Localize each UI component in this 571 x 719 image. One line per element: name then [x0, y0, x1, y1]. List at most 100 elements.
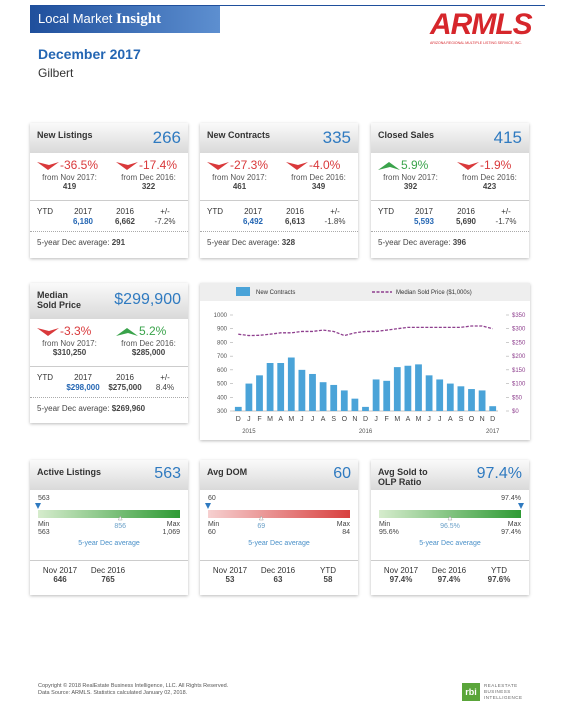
change-arrow — [457, 162, 479, 170]
x-tick-label: M — [288, 416, 294, 423]
bar — [277, 363, 285, 411]
bar — [298, 369, 306, 411]
card-value: 266 — [152, 127, 181, 147]
avg-label: 5-year Dec average: — [37, 238, 110, 247]
card-header: Closed Sales 415 — [371, 123, 529, 153]
change-pct: -1.9% — [480, 158, 512, 172]
year-label: 2017 — [486, 429, 500, 435]
x-tick-label: N — [480, 416, 485, 423]
history-value: 765 — [101, 575, 115, 584]
change-pct: -36.5% — [60, 158, 99, 172]
y-tick-label: 900 — [217, 327, 228, 333]
x-tick-label: A — [406, 416, 411, 423]
change-base: 461 — [232, 182, 247, 191]
gauge-bar — [208, 510, 350, 518]
dotted-rule — [30, 397, 188, 398]
card-header: Active Listings 563 — [30, 460, 188, 490]
period: December 2017 — [38, 46, 141, 62]
chart: 300 400 500 600 700 800 900 1000 $0 $50 $100 $150 $2… — [200, 283, 530, 435]
x-tick-label: M — [394, 416, 400, 423]
x-tick-label: D — [236, 416, 241, 423]
ytd-col: 2016 — [457, 207, 475, 216]
dotted-rule — [371, 231, 529, 232]
bar — [287, 357, 295, 411]
max-label: Max — [508, 521, 522, 528]
bar — [436, 379, 444, 411]
header-band — [30, 5, 220, 33]
avg-label: 96.5% — [440, 523, 460, 530]
dotted-rule — [200, 231, 358, 232]
gauge-marker — [35, 503, 41, 509]
ytd-label: YTD — [37, 373, 53, 382]
card-value: $299,900 — [114, 291, 181, 309]
change-base: $310,250 — [52, 348, 87, 357]
change-label: from Dec 2016: — [121, 339, 176, 348]
history-value: 97.4% — [437, 575, 461, 584]
change-arrow — [378, 162, 400, 170]
y2-tick-label: $300 — [512, 327, 526, 333]
x-tick-label: M — [267, 416, 273, 423]
y2-tick-label: $0 — [512, 409, 519, 415]
bar — [383, 380, 391, 411]
avg-caption: 5-year Dec average — [248, 540, 310, 547]
bar — [489, 406, 497, 411]
history-label: YTD — [491, 566, 507, 575]
history-label: Dec 2016 — [90, 566, 126, 575]
chart-header — [200, 283, 530, 301]
ytd-val: 6,492 — [242, 217, 264, 226]
ytd-col: +/- — [160, 373, 170, 382]
ytd-val: 5,593 — [413, 217, 435, 226]
change-pct: 5.2% — [139, 324, 167, 338]
ytd-val: -7.2% — [154, 217, 176, 226]
legend-label: New Contracts — [256, 290, 295, 296]
marker-label: 60 — [208, 495, 216, 502]
ytd-col: 2016 — [116, 373, 134, 382]
legend-swatch — [236, 287, 250, 296]
x-tick-label: A — [321, 416, 326, 423]
bar — [425, 375, 433, 411]
bar — [351, 398, 359, 411]
x-tick-label: J — [438, 416, 442, 423]
avg-marker — [447, 515, 453, 521]
y2-tick-label: $50 — [512, 395, 523, 401]
change-arrow — [116, 162, 138, 170]
ytd-col: 2016 — [286, 207, 304, 216]
change-label: from Nov 2017: — [383, 173, 438, 182]
metric-card: New Listings 266 -36.5% from Nov 2017: 419 -1… — [30, 123, 188, 258]
metric-card: New Contracts 335 -27.3% from Nov 2017: 461 -… — [200, 123, 358, 258]
divider — [371, 560, 529, 561]
change-label: from Dec 2016: — [121, 173, 176, 182]
ytd-col: 2017 — [74, 373, 92, 382]
change-label: from Nov 2017: — [42, 339, 97, 348]
bar — [319, 382, 327, 411]
history-label: Nov 2017 — [383, 566, 419, 575]
change-arrow — [286, 162, 308, 170]
divider — [30, 560, 188, 561]
change-label: from Nov 2017: — [212, 173, 267, 182]
x-tick-label: J — [311, 416, 315, 423]
change-arrow — [116, 328, 138, 336]
metric-card: Avg DOM 60 60 69 Min 60 Max 84 5-year Dec averag… — [200, 460, 358, 595]
history-label: Dec 2016 — [431, 566, 467, 575]
min-value: 60 — [208, 529, 216, 536]
arrow-shape — [116, 162, 138, 170]
card-title: Avg DOM — [207, 467, 248, 477]
card-title: Avg Sold to OLP Ratio — [378, 467, 428, 487]
ytd-col: 2017 — [244, 207, 262, 216]
divider — [371, 200, 529, 201]
y-tick-label: 300 — [217, 409, 228, 415]
ytd-col: +/- — [501, 207, 511, 216]
history-value: 97.4% — [389, 575, 413, 584]
ytd-col: 2017 — [415, 207, 433, 216]
change-arrow — [37, 328, 59, 336]
ytd-val: 6,662 — [114, 217, 136, 226]
bar — [372, 379, 380, 411]
x-tick-label: S — [331, 416, 336, 423]
header-rule — [30, 5, 545, 6]
ytd-val: $275,000 — [108, 383, 142, 392]
x-tick-label: O — [342, 416, 348, 423]
arrow-shape — [116, 328, 138, 336]
x-tick-label: J — [374, 416, 378, 423]
change-label: from Dec 2016: — [462, 173, 517, 182]
x-tick-label: D — [363, 416, 368, 423]
